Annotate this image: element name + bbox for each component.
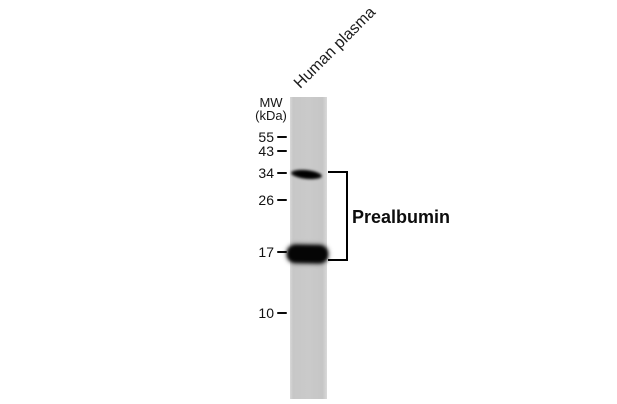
mw-marker-label-43: 43 <box>258 143 274 159</box>
mw-header-line1: MW <box>259 95 283 110</box>
mw-axis-header: MW (kDa) <box>251 96 291 122</box>
mw-marker-tick-34 <box>277 171 287 175</box>
annotation-label: Prealbumin <box>352 207 451 227</box>
mw-header-line2: (kDa) <box>255 108 287 123</box>
mw-marker-tick-17 <box>277 250 287 254</box>
mw-marker-tick-10 <box>277 311 287 315</box>
mw-marker-label-34: 34 <box>258 165 274 181</box>
mw-marker-label-17: 17 <box>258 244 274 260</box>
band-17kda <box>286 244 329 264</box>
lane-label: Human plasma <box>290 3 380 93</box>
mw-marker-label-55: 55 <box>258 129 274 145</box>
mw-marker-label-26: 26 <box>258 192 274 208</box>
mw-marker-label-10: 10 <box>258 305 274 321</box>
mw-marker-tick-26 <box>277 198 287 202</box>
mw-marker-tick-43 <box>277 149 287 153</box>
mw-marker-tick-55 <box>277 135 287 139</box>
prealbumin-bracket <box>328 171 348 261</box>
